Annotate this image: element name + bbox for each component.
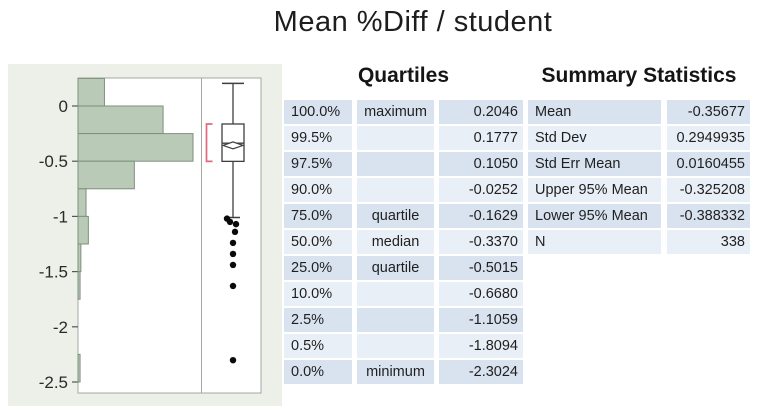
quartile-row-pct: 75.0% bbox=[284, 204, 352, 228]
axis-tick-label: -1 bbox=[53, 207, 68, 226]
quartile-row-name bbox=[357, 308, 434, 332]
quartile-row-name bbox=[357, 126, 434, 150]
quartile-row-name: median bbox=[357, 230, 434, 254]
summary-row: Lower 95% Mean -0.388332 bbox=[528, 204, 750, 228]
quartile-row-val: -0.1629 bbox=[439, 204, 523, 228]
quartile-row-pct: 90.0% bbox=[284, 178, 352, 202]
summary-row-val: -0.325208 bbox=[667, 178, 750, 202]
summary-row: Mean -0.35677 bbox=[528, 100, 750, 124]
quartile-row-pct: 99.5% bbox=[284, 126, 352, 150]
quartile-row-val: 0.1050 bbox=[439, 152, 523, 176]
quartile-row-val: -0.3370 bbox=[439, 230, 523, 254]
histogram-bar bbox=[77, 133, 194, 162]
summary-row-val: -0.388332 bbox=[667, 204, 750, 228]
quartile-row-pct: 0.5% bbox=[284, 334, 352, 358]
outlier-dot bbox=[229, 250, 237, 258]
quartile-row-val: -2.3024 bbox=[439, 360, 523, 384]
summary-statistics-header: Summary Statistics bbox=[541, 64, 737, 87]
quartile-row: 100.0% maximum 0.2046 bbox=[284, 100, 523, 124]
summary-row-val: -0.35677 bbox=[667, 100, 750, 124]
quartile-row-val: -1.8094 bbox=[439, 334, 523, 358]
histogram-bar bbox=[77, 77, 105, 107]
outlier-dot bbox=[229, 356, 237, 364]
summary-row-lbl: Std Dev bbox=[528, 126, 661, 150]
axis-tick-label: -0.5 bbox=[39, 152, 68, 171]
quartile-row-pct: 100.0% bbox=[284, 100, 352, 124]
quartile-row-name bbox=[357, 334, 434, 358]
histogram-bar bbox=[77, 215, 89, 245]
summary-row: Std Err Mean 0.0160455 bbox=[528, 152, 750, 176]
histogram-bar bbox=[77, 243, 82, 273]
quartile-row-pct: 50.0% bbox=[284, 230, 352, 254]
quartile-row-name bbox=[357, 178, 434, 202]
summary-row-lbl: Lower 95% Mean bbox=[528, 204, 661, 228]
outlier-dot bbox=[229, 282, 237, 290]
quartile-row-name: quartile bbox=[357, 256, 434, 280]
mean-diamond bbox=[221, 141, 245, 150]
quartile-row: 50.0% median -0.3370 bbox=[284, 230, 523, 254]
distribution-plot-panel: 0 -0.5 -1 -1.5 -2 -2.5 bbox=[8, 64, 282, 406]
quartile-row: 0.5% -1.8094 bbox=[284, 334, 523, 358]
summary-row-lbl: N bbox=[528, 230, 661, 254]
quartile-row: 10.0% -0.6680 bbox=[284, 282, 523, 306]
summary-row-val: 0.2949935 bbox=[667, 126, 750, 150]
quartiles-header: Quartiles bbox=[357, 64, 450, 87]
outlier-dot bbox=[226, 218, 234, 226]
quartile-row-name bbox=[357, 152, 434, 176]
histogram-bar bbox=[77, 271, 81, 300]
quartile-row-val: -0.0252 bbox=[439, 178, 523, 202]
summary-row-lbl: Std Err Mean bbox=[528, 152, 661, 176]
quartiles-table: 100.0% maximum 0.2046 99.5% 0.1777 97.5% 0.105… bbox=[284, 100, 523, 386]
quartile-row: 90.0% -0.0252 bbox=[284, 178, 523, 202]
quartile-row: 0.0% minimum -2.3024 bbox=[284, 360, 523, 384]
quartile-row-val: 0.2046 bbox=[439, 100, 523, 124]
axis-tick-label: -2.5 bbox=[39, 373, 68, 392]
histogram-bar bbox=[77, 105, 164, 135]
summary-row-val: 0.0160455 bbox=[667, 152, 750, 176]
outlier-dot bbox=[229, 261, 237, 269]
axis-tick-label: -1.5 bbox=[39, 263, 68, 282]
quartile-row-val: -0.5015 bbox=[439, 256, 523, 280]
quartile-row-name bbox=[357, 282, 434, 306]
quartile-row-pct: 25.0% bbox=[284, 256, 352, 280]
summary-row: Std Dev 0.2949935 bbox=[528, 126, 750, 150]
quartile-row-pct: 10.0% bbox=[284, 282, 352, 306]
page-title: Mean %Diff / student bbox=[273, 6, 553, 38]
quartile-row-pct: 0.0% bbox=[284, 360, 352, 384]
summary-row-lbl: Upper 95% Mean bbox=[528, 178, 661, 202]
axis-tick-label: -2 bbox=[53, 318, 68, 337]
histogram-bar bbox=[77, 188, 87, 217]
summary-row: N 338 bbox=[528, 230, 750, 254]
quartile-row-name: maximum bbox=[357, 100, 434, 124]
quartile-row-pct: 2.5% bbox=[284, 308, 352, 332]
outlier-dot bbox=[232, 220, 240, 228]
quartile-row-val: -0.6680 bbox=[439, 282, 523, 306]
summary-row: Upper 95% Mean -0.325208 bbox=[528, 178, 750, 202]
summary-row-val: 338 bbox=[667, 230, 750, 254]
outlier-dot bbox=[231, 228, 239, 236]
quartile-row-val: -1.1059 bbox=[439, 308, 523, 332]
quartile-row: 97.5% 0.1050 bbox=[284, 152, 523, 176]
summary-statistics-table: Mean -0.35677 Std Dev 0.2949935 Std Err Mean… bbox=[528, 100, 750, 256]
quartile-row-pct: 97.5% bbox=[284, 152, 352, 176]
quartile-row: 75.0% quartile -0.1629 bbox=[284, 204, 523, 228]
quartile-row: 99.5% 0.1777 bbox=[284, 126, 523, 150]
quartile-row: 2.5% -1.1059 bbox=[284, 308, 523, 332]
outlier-dot bbox=[229, 239, 237, 247]
shortest-half-bracket bbox=[205, 123, 213, 163]
summary-row-lbl: Mean bbox=[528, 100, 661, 124]
histogram-bar bbox=[77, 353, 81, 383]
axis-tick-label: 0 bbox=[59, 97, 68, 116]
histogram-boxplot-chart: 0 -0.5 -1 -1.5 -2 -2.5 bbox=[39, 77, 262, 394]
quartile-row: 25.0% quartile -0.5015 bbox=[284, 256, 523, 280]
quartile-row-val: 0.1777 bbox=[439, 126, 523, 150]
quartile-row-name: quartile bbox=[357, 204, 434, 228]
quartile-row-name: minimum bbox=[357, 360, 434, 384]
histogram-bar bbox=[77, 160, 135, 190]
